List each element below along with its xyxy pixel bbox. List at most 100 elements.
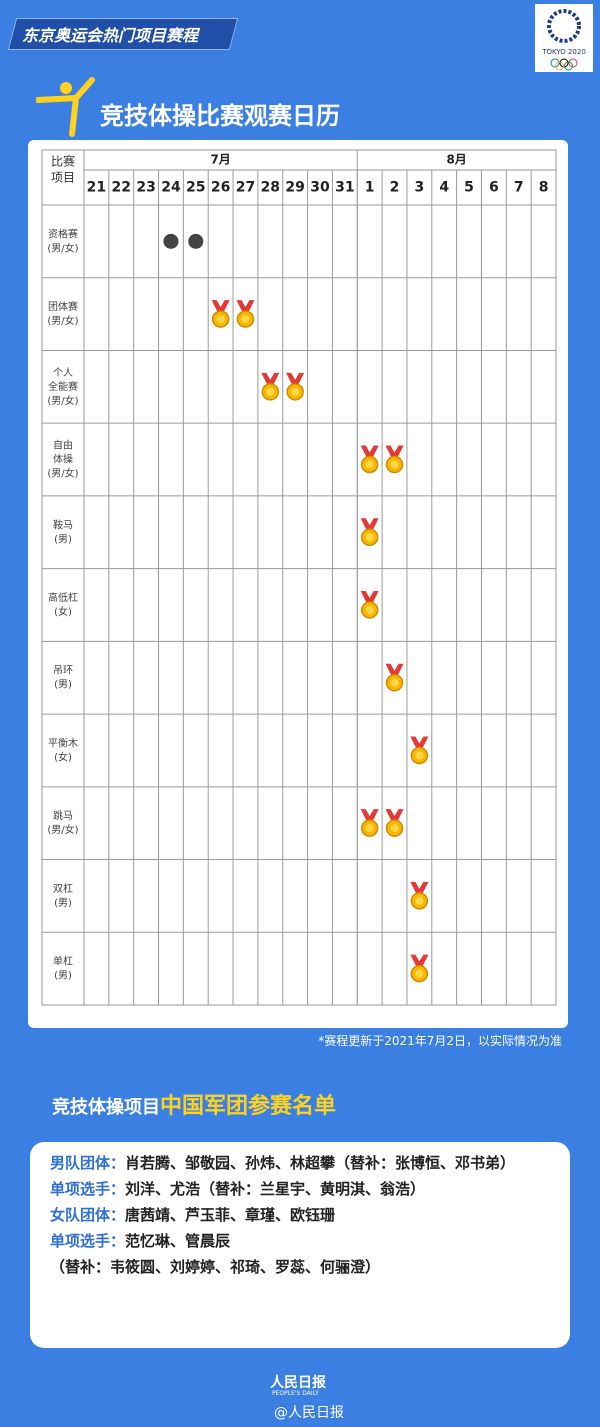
- roster-label: 女队团体：: [50, 1206, 126, 1224]
- medal-ribbon: [211, 300, 230, 313]
- medal-inner: [390, 460, 399, 469]
- handle: @人民日报: [274, 1405, 344, 1421]
- medal-inner: [241, 315, 250, 324]
- roster-text: 刘洋、尤浩（替补：兰星宇、黄明淇、翁浩）: [125, 1180, 426, 1198]
- roster-entry: （替补：韦筱圆、刘婷婷、祁琦、罗蕊、何骊澄）: [50, 1254, 550, 1280]
- medal-inner: [415, 969, 424, 978]
- row-label: 全能赛: [48, 380, 78, 393]
- row-label: (男): [54, 679, 72, 691]
- gymnast-icon: [36, 77, 95, 137]
- day-label: 4: [439, 180, 449, 196]
- month-label: 8月: [446, 153, 466, 167]
- day-label: 2: [390, 180, 400, 196]
- row-label: 平衡木: [48, 737, 78, 749]
- medal-ribbon: [360, 591, 379, 603]
- medal: [360, 518, 379, 547]
- medal: [385, 445, 404, 474]
- medal: [410, 881, 429, 910]
- roster-entry: 女队团体：唐茜靖、芦玉菲、章瑾、欧钰珊: [50, 1202, 550, 1228]
- day-label: 28: [261, 180, 280, 196]
- grid-frame: [41, 149, 557, 1006]
- medal: [286, 372, 305, 401]
- day-label: 6: [489, 180, 499, 196]
- roster-title-b: 中国军团参赛名单: [160, 1094, 337, 1119]
- medal-ribbon: [236, 300, 255, 313]
- row-label: 吊环: [53, 665, 73, 677]
- dot: [163, 233, 179, 249]
- note: *赛程更新于2021年7月2日，以实际情况为准: [318, 1034, 562, 1048]
- row-label: 高低杠: [48, 591, 78, 604]
- title: 竞技体操比赛观赛日历: [100, 102, 340, 130]
- roster-text: （替补：韦筱圆、刘婷婷、祁琦、罗蕊、何骊澄）: [50, 1258, 381, 1276]
- roster-text: 唐茜靖、芦玉菲、章瑾、欧钰珊: [125, 1206, 336, 1224]
- row-label: 双杠: [53, 882, 73, 895]
- brand: 人民日报: [270, 1375, 326, 1391]
- day-label: 1: [365, 180, 375, 196]
- brand-en: PEOPLE'S DAILY: [272, 1390, 319, 1397]
- medal-ribbon: [360, 518, 379, 531]
- dot: [188, 233, 204, 249]
- corner-label: 项目: [51, 171, 75, 185]
- row-label: (女): [54, 605, 72, 618]
- medal: [410, 736, 429, 765]
- medal-ribbon: [286, 372, 305, 385]
- row-label: 资格赛: [48, 227, 78, 240]
- row-label: (女): [54, 750, 72, 763]
- medal: [360, 591, 379, 619]
- medal-ribbon: [385, 663, 404, 676]
- roster-entry: 单项选手：刘洋、尤浩（替补：兰星宇、黄明淇、翁浩）: [50, 1176, 550, 1202]
- corner-label: 比赛: [51, 154, 75, 169]
- medal: [236, 300, 255, 328]
- medal-inner: [365, 606, 374, 614]
- roster-text: 范忆琳、管晨辰: [125, 1232, 231, 1250]
- medal-inner: [216, 315, 225, 324]
- roster: 男队团体：肖若腾、邹敬园、孙炜、林超攀（替补：张博恒、邓书弟） 单项选手：刘洋、尤…: [30, 1142, 570, 1348]
- row-label: (男/女): [47, 394, 78, 407]
- medal: [360, 445, 379, 474]
- medal-inner: [390, 678, 399, 687]
- roster-entry: 单项选手：范忆琳、管晨辰: [50, 1228, 550, 1254]
- medal-ribbon: [410, 954, 429, 967]
- banner: 东京奥运会热门项目赛程: [22, 26, 199, 45]
- day-label: 25: [186, 180, 205, 196]
- day-label: 23: [136, 180, 155, 196]
- row-label: (男/女): [47, 467, 78, 480]
- medal-inner: [415, 751, 424, 760]
- medal-inner: [390, 824, 399, 833]
- row-label: (男/女): [47, 241, 78, 254]
- medal-inner: [365, 824, 374, 833]
- row-label: 个人: [53, 367, 73, 379]
- medal: [385, 809, 404, 837]
- day-label: 8: [539, 180, 549, 196]
- medal-inner: [365, 460, 374, 469]
- row-label: 单杠: [53, 955, 73, 968]
- medal-ribbon: [360, 809, 379, 822]
- logo-text: TOKYO 2020: [541, 48, 586, 56]
- medal-ribbon: [385, 445, 404, 458]
- row-label: (男/女): [47, 314, 78, 327]
- roster-label: 单项选手：: [50, 1232, 126, 1250]
- row-label: (男): [54, 897, 72, 909]
- row-label: 体操: [53, 453, 73, 466]
- day-label: 27: [236, 180, 255, 196]
- medal-ribbon: [410, 736, 429, 749]
- medal-inner: [415, 896, 424, 905]
- roster-entry: 男队团体：肖若腾、邹敬园、孙炜、林超攀（替补：张博恒、邓书弟）: [50, 1150, 550, 1176]
- day-label: 5: [464, 180, 474, 196]
- roster-label: 单项选手：: [50, 1180, 126, 1198]
- medal: [211, 300, 230, 328]
- medal-inner: [365, 533, 374, 542]
- day-label: 30: [310, 180, 330, 196]
- roster-title: 竞技体操项目中国军团参赛名单: [52, 1088, 336, 1120]
- day-label: 24: [161, 180, 181, 196]
- row-label: 团体赛: [48, 300, 78, 313]
- medal-ribbon: [410, 881, 429, 894]
- day-label: 31: [335, 180, 354, 196]
- medal: [385, 663, 404, 692]
- medal: [410, 954, 429, 983]
- day-label: 3: [414, 180, 424, 196]
- medal-inner: [291, 387, 300, 396]
- medal-inner: [266, 387, 275, 396]
